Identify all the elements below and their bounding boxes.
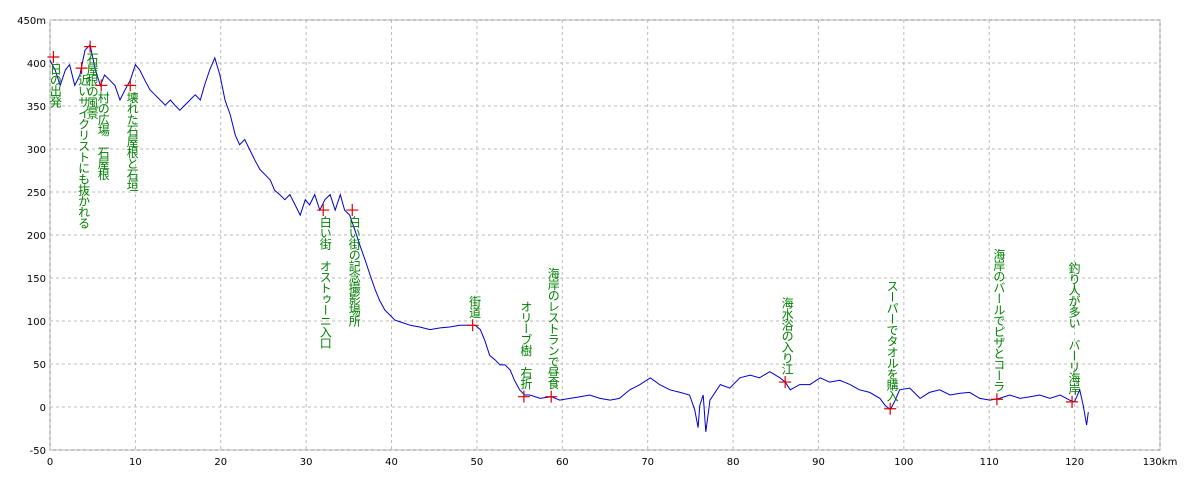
waypoint-marker bbox=[84, 40, 97, 53]
x-tick-label: 90 bbox=[812, 457, 825, 468]
waypoint-label: 街道 bbox=[468, 295, 482, 318]
waypoint-marker bbox=[75, 62, 88, 75]
waypoint-marker bbox=[545, 390, 558, 403]
waypoint-label: 村の広場 石屋根 bbox=[96, 91, 110, 180]
y-tick-label: 100 bbox=[27, 317, 46, 328]
waypoint-label: 壊れた石屋根と石垣 bbox=[125, 91, 139, 191]
waypoint-marker bbox=[124, 79, 137, 92]
waypoint-marker bbox=[884, 402, 897, 415]
y-tick-label: 350 bbox=[27, 102, 46, 113]
x-tick-label: 0 bbox=[47, 457, 53, 468]
waypoint-marker bbox=[779, 376, 792, 389]
waypoint-marker bbox=[1066, 395, 1079, 408]
y-tick-label: 250 bbox=[27, 188, 46, 199]
waypoint-label: 石屋根の風景 bbox=[85, 53, 99, 120]
x-tick-label: 130km bbox=[1143, 457, 1178, 468]
y-tick-label: 450m bbox=[17, 16, 46, 27]
y-tick-label: 0 bbox=[40, 403, 46, 414]
waypoint-label: 海水浴の入り江 bbox=[780, 296, 794, 375]
x-tick-label: 50 bbox=[471, 457, 484, 468]
y-tick-label: 50 bbox=[33, 360, 46, 371]
waypoint-marker bbox=[517, 390, 530, 403]
y-tick-label: 150 bbox=[27, 274, 46, 285]
y-tick-label: 400 bbox=[27, 59, 46, 70]
waypoint-label: 日の出発 bbox=[48, 63, 62, 108]
elevation-line bbox=[49, 43, 1089, 432]
waypoint-marker bbox=[317, 204, 330, 217]
x-tick-label: 100 bbox=[894, 457, 913, 468]
waypoint-label: 海岸のレストランで昼食 bbox=[546, 266, 560, 389]
x-tick-label: 40 bbox=[385, 457, 398, 468]
x-tick-label: 20 bbox=[214, 457, 227, 468]
waypoint-label: 白い街 オストゥーニ入口 bbox=[318, 215, 332, 349]
waypoint-marker bbox=[990, 393, 1003, 406]
x-tick-label: 30 bbox=[300, 457, 313, 468]
waypoint-marker bbox=[95, 79, 108, 92]
waypoint-label: 海岸のバールでピザとコーラ bbox=[992, 247, 1006, 392]
waypoint-marker bbox=[346, 204, 359, 217]
waypoint-label: 白い街の記念撮影場所 bbox=[347, 215, 361, 327]
y-tick-label: 200 bbox=[27, 231, 46, 242]
x-tick-label: 60 bbox=[556, 457, 569, 468]
y-tick-label: 300 bbox=[27, 145, 46, 156]
waypoint-label: 近いサイクリストにも抜かれる bbox=[77, 74, 91, 228]
x-tick-label: 120 bbox=[1065, 457, 1084, 468]
x-tick-label: 110 bbox=[980, 457, 999, 468]
waypoint-marker bbox=[466, 319, 479, 332]
waypoint-label: 釣り人が多い バーリ海岸 bbox=[1067, 260, 1081, 394]
y-tick-label: -50 bbox=[30, 446, 46, 457]
x-tick-label: 80 bbox=[727, 457, 740, 468]
waypoint-marker bbox=[47, 50, 60, 63]
x-tick-label: 10 bbox=[129, 457, 142, 468]
x-tick-label: 70 bbox=[641, 457, 654, 468]
waypoint-label: オリーブ樹 右折 bbox=[519, 300, 533, 389]
waypoint-label: スーパーでタオルを購入 bbox=[885, 280, 899, 402]
